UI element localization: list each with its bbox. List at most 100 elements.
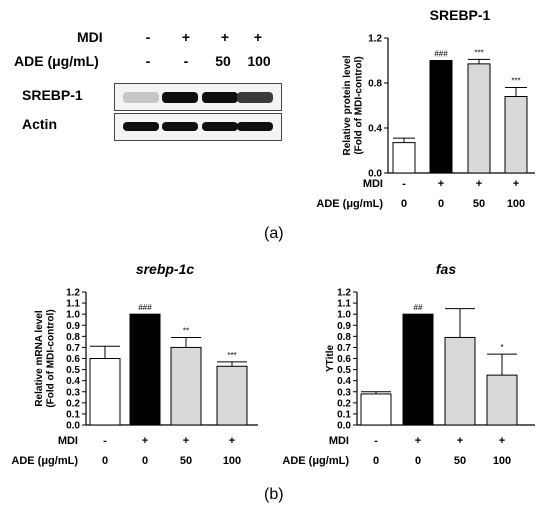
x-row-value: - <box>103 435 107 447</box>
y-tick-label: 0.2 <box>337 398 351 409</box>
lane-mdi-3: + <box>220 29 230 45</box>
chart-fas-mrna: fasYTitle0.00.10.20.30.40.50.60.70.80.91… <box>282 261 535 467</box>
bar <box>444 336 476 426</box>
y-tick-label: 0.9 <box>337 321 351 332</box>
y-tick-label: 0.6 <box>66 354 80 365</box>
y-tick-label: 0.0 <box>66 421 80 432</box>
y-axis-label-line: Relative protein level <box>342 55 353 155</box>
x-row-value: 0 <box>142 455 148 467</box>
y-tick-label: 0.4 <box>66 376 80 387</box>
y-tick-label: 0.4 <box>337 376 351 387</box>
chart-title: srebp-1c <box>136 261 195 277</box>
bar <box>216 365 248 426</box>
x-row-label: ADE (μg/mL) <box>282 455 349 467</box>
lane-ade-2: - <box>183 53 189 69</box>
bar <box>486 374 518 426</box>
x-row-label: MDI <box>329 435 349 447</box>
x-row-value: + <box>457 435 463 447</box>
y-tick-label: 0.5 <box>66 365 80 376</box>
significance-label: ## <box>414 303 423 312</box>
x-row-label: MDI <box>363 178 383 190</box>
significance-label: *** <box>227 351 236 360</box>
x-row-value: 0 <box>401 198 407 210</box>
y-tick-label: 0.3 <box>66 387 80 398</box>
x-row-value: + <box>513 178 519 190</box>
band <box>237 122 273 131</box>
y-axis-label: Relative protein level(Fold of MDI-contr… <box>342 55 365 155</box>
y-tick-label: 0.2 <box>66 398 80 409</box>
significance-label: ### <box>138 303 152 312</box>
significance-label: *** <box>511 77 520 86</box>
x-row-value: 50 <box>473 198 485 210</box>
x-row-value: 100 <box>493 455 511 467</box>
y-tick-label: 1.1 <box>66 299 80 310</box>
lane-mdi-1: - <box>145 29 151 45</box>
x-row-value: 100 <box>223 455 241 467</box>
significance-label: ### <box>434 50 448 59</box>
y-tick-label: 0.0 <box>368 169 382 180</box>
panel-label-b: (b) <box>264 486 284 503</box>
y-tick-label: 0.8 <box>66 332 80 343</box>
x-row-value: 50 <box>180 455 192 467</box>
y-tick-label: 1.2 <box>337 288 351 299</box>
lane-ade-4: 100 <box>247 53 271 69</box>
x-row-value: 0 <box>373 455 379 467</box>
y-tick-label: 0.8 <box>337 332 351 343</box>
x-row-value: 100 <box>507 198 525 210</box>
bar <box>170 346 202 426</box>
chart-srebp1-protein: SREBP-1 Relative protein level(Fold of MD… <box>316 7 535 210</box>
y-tick-label: 0.6 <box>337 354 351 365</box>
y-tick-label: 0.0 <box>337 421 351 432</box>
x-row-value: 0 <box>438 198 444 210</box>
lane-mdi-2: + <box>181 29 191 45</box>
y-tick-label: 0.1 <box>337 409 351 420</box>
band <box>162 122 198 131</box>
y-axis-label: Relative mRNA level(Fold of MDI-control) <box>34 309 57 407</box>
x-row-value: 0 <box>415 455 421 467</box>
y-tick-label: 1.2 <box>368 34 382 45</box>
blot-srebp1 <box>114 83 282 111</box>
panel-label-a: (a) <box>264 225 284 242</box>
band <box>162 92 198 103</box>
y-axis-label-line: (Fold of MDI-control) <box>354 56 365 154</box>
significance-label: ** <box>183 326 189 335</box>
bar <box>129 313 161 426</box>
x-row-label: ADE (μg/mL) <box>316 198 383 210</box>
x-row-value: + <box>183 435 189 447</box>
y-axis-label-line: (Fold of MDI-control) <box>46 309 57 407</box>
y-tick-label: 0.3 <box>337 387 351 398</box>
y-tick-label: 0.9 <box>66 321 80 332</box>
bar <box>392 142 416 174</box>
blot-actin <box>114 113 282 141</box>
y-tick-label: 0.8 <box>368 79 382 90</box>
band <box>237 92 273 103</box>
y-tick-label: 1.0 <box>66 310 80 321</box>
y-tick-label: 0.4 <box>368 124 382 135</box>
x-row-value: + <box>499 435 505 447</box>
bar <box>504 96 528 174</box>
blot-row-label-mdi: MDI <box>77 29 103 45</box>
significance-label: * <box>500 343 503 352</box>
y-axis-label-line: YTitle <box>325 345 336 372</box>
lane-ade-1: - <box>145 53 151 69</box>
bar <box>429 60 453 174</box>
x-row-value: + <box>229 435 235 447</box>
y-tick-label: 1.1 <box>337 299 351 310</box>
x-row-value: + <box>476 178 482 190</box>
y-tick-label: 1.2 <box>66 288 80 299</box>
y-axis-label: YTitle <box>325 345 336 372</box>
x-row-value: + <box>142 435 148 447</box>
x-row-label: ADE (μg/mL) <box>11 455 78 467</box>
y-tick-label: 0.1 <box>66 409 80 420</box>
y-tick-label: 0.5 <box>337 365 351 376</box>
blot-label-actin: Actin <box>22 116 57 132</box>
bar <box>360 393 392 426</box>
y-tick-label: 1.0 <box>337 310 351 321</box>
bar <box>89 358 121 426</box>
significance-label: *** <box>474 48 483 57</box>
chart-title: fas <box>436 261 456 277</box>
y-tick-label: 0.7 <box>66 343 80 354</box>
x-row-value: + <box>415 435 421 447</box>
blot-label-srebp1: SREBP-1 <box>22 87 83 103</box>
